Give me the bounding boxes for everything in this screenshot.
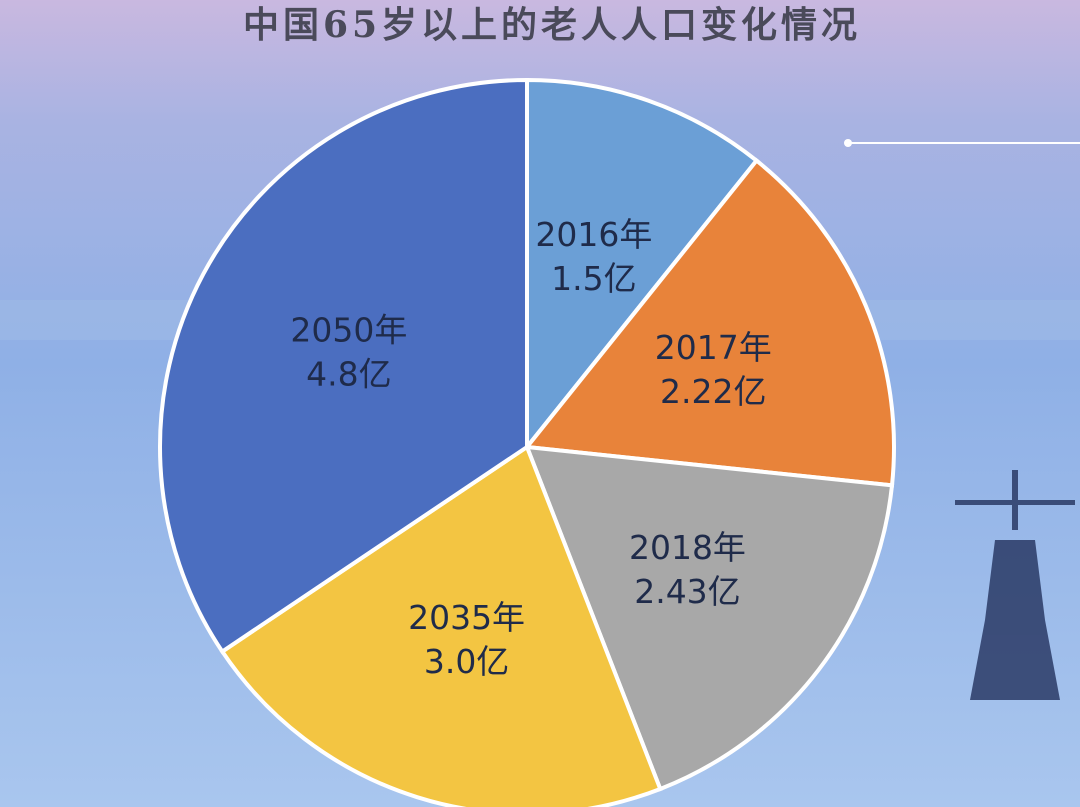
pie: 2016年 1.5亿 2017年 2.22亿 2018年 2.43亿 2035年 3.0亿 20… (158, 77, 896, 807)
pie-slice (158, 77, 529, 655)
slice-category-label: 2035年 (408, 598, 525, 637)
slice-category-label: 2050年 (290, 311, 407, 350)
pie-slice (219, 443, 663, 807)
slice-value-label: 2.22亿 (660, 372, 766, 411)
slice-category-label: 2018年 (629, 528, 746, 567)
slice-value-label: 2.43亿 (634, 572, 740, 611)
pie-slice (523, 157, 896, 488)
slice-category-label: 2016年 (535, 215, 652, 254)
tower-decor (955, 470, 1075, 700)
slice-value-label: 3.0亿 (424, 642, 509, 681)
slice-value-label: 1.5亿 (551, 259, 636, 298)
slice-category-label: 2017年 (655, 328, 772, 367)
pie-slice (523, 444, 895, 792)
chart-title: 中国65岁以上的老人人口变化情况 (243, 4, 861, 46)
decor-dot (844, 139, 852, 147)
pie-slice (525, 77, 760, 453)
slice-value-label: 4.8亿 (306, 355, 391, 394)
